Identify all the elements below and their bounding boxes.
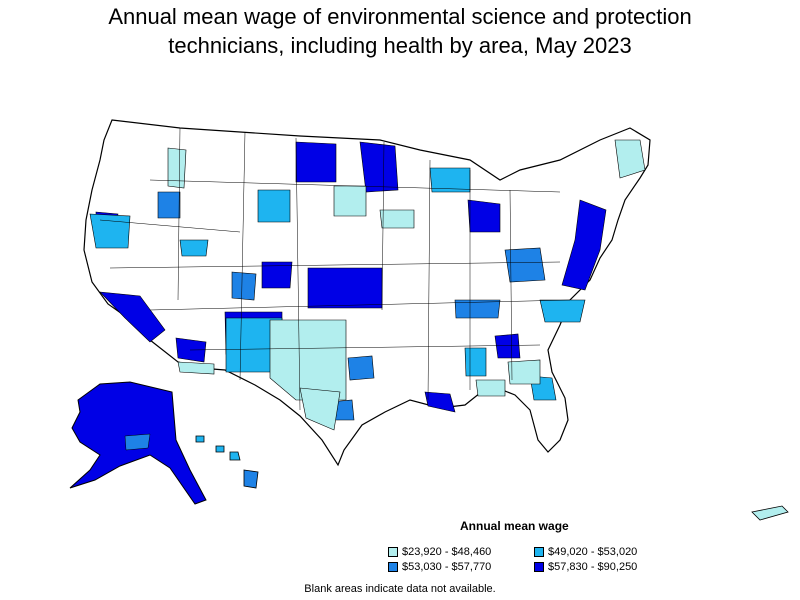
state-borders bbox=[99, 127, 571, 411]
legend-swatch-2 bbox=[534, 547, 544, 557]
legend-item-1: $23,920 - $48,460 bbox=[388, 546, 491, 558]
legend-item-3: $53,030 - $57,770 bbox=[388, 561, 491, 573]
region-arizona-west bbox=[177, 361, 215, 375]
region-wyoming-center bbox=[257, 189, 291, 223]
region-michigan bbox=[467, 199, 501, 233]
region-nevada-west bbox=[179, 239, 209, 257]
region-texas-east bbox=[347, 355, 375, 381]
region-west-texas bbox=[269, 319, 347, 401]
region-mississippi bbox=[464, 347, 487, 377]
region-georgia-south bbox=[507, 359, 541, 385]
region-west-texas-plains bbox=[299, 387, 341, 431]
map-title: Annual mean wage of environmental scienc… bbox=[0, 2, 800, 60]
legend-label-3: $53,030 - $57,770 bbox=[402, 561, 492, 573]
map-title-line-2: technicians, including health by area, M… bbox=[168, 33, 632, 58]
region-louisiana-south bbox=[424, 391, 456, 413]
legend-item-2: $49,020 - $53,020 bbox=[534, 546, 637, 558]
region-minnesota-north bbox=[359, 141, 399, 193]
region-idaho-center bbox=[167, 147, 187, 189]
hawaii bbox=[195, 435, 259, 489]
region-carolinas bbox=[539, 299, 586, 323]
region-california-north bbox=[89, 213, 131, 249]
legend-title: Annual mean wage bbox=[460, 519, 569, 533]
legend-swatch-3 bbox=[388, 562, 398, 572]
footnote: Blank areas indicate data not available. bbox=[304, 583, 496, 595]
region-california-south bbox=[99, 291, 166, 343]
region-montana-east bbox=[333, 185, 367, 217]
legend-swatch-1 bbox=[388, 547, 398, 557]
legend-label-1: $23,920 - $48,460 bbox=[402, 546, 492, 558]
legend-label-4: $57,830 - $90,250 bbox=[548, 561, 638, 573]
region-ohio-valley bbox=[504, 247, 546, 283]
alaska-interior-area bbox=[124, 433, 151, 451]
legend-swatch-4 bbox=[534, 562, 544, 572]
region-kansas bbox=[307, 267, 383, 309]
region-maine bbox=[614, 139, 646, 179]
map-title-line-1: Annual mean wage of environmental scienc… bbox=[108, 4, 692, 29]
region-alabama-south bbox=[475, 379, 506, 397]
region-utah-north bbox=[231, 271, 257, 301]
legend-item-4: $57,830 - $90,250 bbox=[534, 561, 637, 573]
region-colorado-center bbox=[261, 261, 293, 289]
region-georgia-center bbox=[494, 333, 521, 359]
region-tennessee bbox=[454, 299, 501, 319]
region-north-dakota-west bbox=[295, 141, 337, 183]
puerto-rico bbox=[751, 505, 789, 521]
region-idaho-south bbox=[157, 191, 181, 219]
legend-label-2: $49,020 - $53,020 bbox=[548, 546, 638, 558]
region-iowa-north bbox=[379, 209, 415, 229]
region-northeast-corridor bbox=[561, 199, 607, 291]
